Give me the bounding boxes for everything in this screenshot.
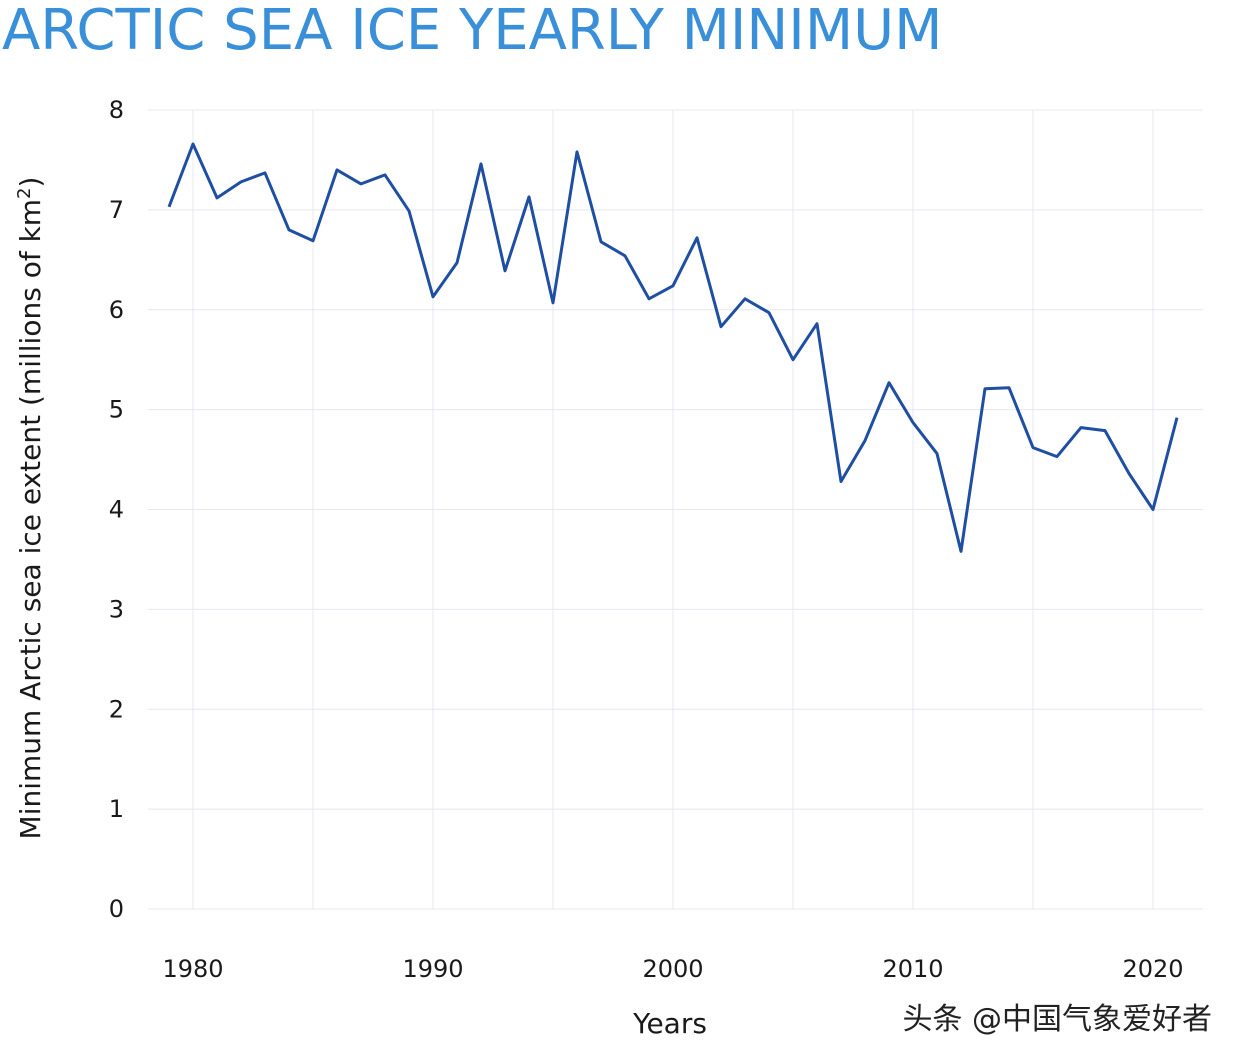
x-tick-label: 2020 xyxy=(1122,955,1183,983)
series-line xyxy=(167,142,1179,553)
chart-title: ARCTIC SEA ICE YEARLY MINIMUM xyxy=(2,0,943,63)
x-axis-ticks: 1980 1990 2000 2010 2020 xyxy=(162,955,1183,983)
x-tick-label: 1990 xyxy=(402,955,463,983)
y-axis-label: Minimum Arctic sea ice extent (millions … xyxy=(14,177,48,840)
grid xyxy=(148,109,1203,910)
x-axis-label: Years xyxy=(632,1007,707,1040)
y-tick-label: 8 xyxy=(109,96,124,124)
x-tick-label: 2010 xyxy=(882,955,943,983)
y-tick-label: 5 xyxy=(109,396,124,424)
x-tick-label: 1980 xyxy=(162,955,223,983)
y-axis-ticks: 0 1 2 3 4 5 6 7 8 xyxy=(109,96,124,923)
y-tick-label: 2 xyxy=(109,695,124,723)
y-tick-label: 6 xyxy=(109,296,124,324)
x-tick-label: 2000 xyxy=(642,955,703,983)
y-tick-label: 3 xyxy=(109,595,124,623)
y-tick-label: 4 xyxy=(109,496,124,524)
y-axis-label-end: ) xyxy=(14,177,47,188)
y-tick-label: 1 xyxy=(109,795,124,823)
y-tick-label: 0 xyxy=(109,895,124,923)
y-axis-label-main: Minimum Arctic sea ice extent (millions … xyxy=(14,199,47,840)
watermark: 头条 @中国气象爱好者 xyxy=(902,1002,1212,1037)
y-axis-label-sup: 2 xyxy=(14,187,35,198)
y-tick-label: 7 xyxy=(109,196,124,224)
